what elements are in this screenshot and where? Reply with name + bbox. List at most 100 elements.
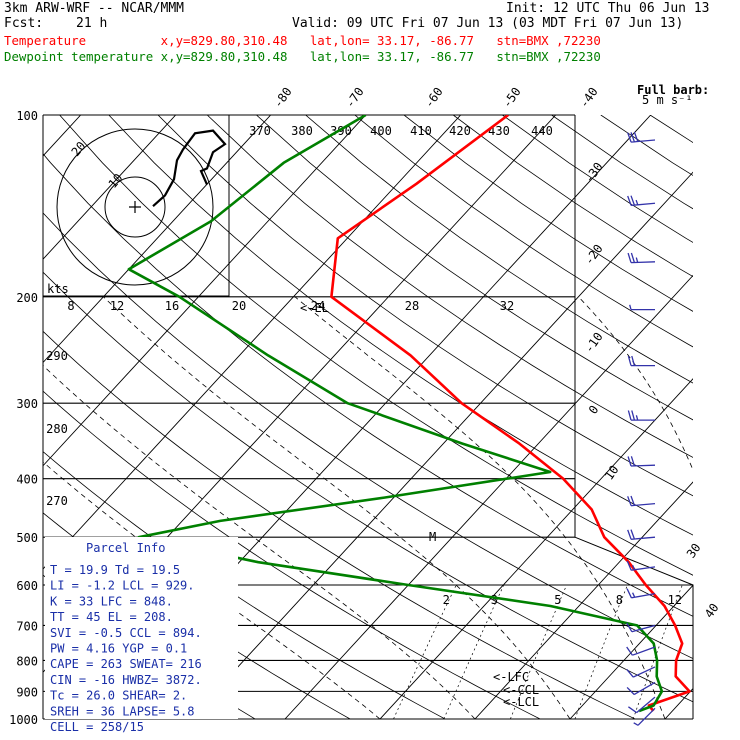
wind-barb <box>626 560 656 571</box>
isotherm-line <box>284 274 693 719</box>
pressure-tick-label: 1000 <box>9 713 38 727</box>
dry-adiabat <box>108 115 693 536</box>
pressure-tick-label: 200 <box>16 291 38 305</box>
wind-barb <box>629 304 656 311</box>
theta-label: 370 <box>249 124 271 138</box>
theta-label: 420 <box>449 124 471 138</box>
wind-barb <box>627 410 656 421</box>
model-title: 3km ARW-WRF -- NCAR/MMM <box>4 1 185 16</box>
lfc-marker: <-LFC <box>493 670 529 684</box>
dry-adiabat <box>43 330 636 719</box>
pressure-tick-label: 400 <box>16 473 38 487</box>
pressure-tick-label: 500 <box>16 531 38 545</box>
isotherm-label: 40 <box>702 601 722 621</box>
isotherm-line <box>474 481 693 719</box>
wind-barb <box>626 622 656 633</box>
dry-adiabat <box>256 115 693 421</box>
parcel-info-row: CELL = 258/15 <box>50 720 144 734</box>
mixing-ratio-line <box>510 584 568 719</box>
isotherm-line <box>43 115 462 570</box>
pressure-tick-label: 300 <box>16 397 38 411</box>
pressure-tick-label: 600 <box>16 579 38 593</box>
plot-right-edge <box>574 115 694 719</box>
parcel-info-title: Parcel Info <box>86 541 165 555</box>
isotherm-label: -70 <box>343 85 367 111</box>
hodograph-ring <box>56 128 214 286</box>
moist-adiabat <box>294 296 666 719</box>
wind-scale-label: 8 <box>67 299 74 313</box>
isotherm-line <box>569 584 693 719</box>
isotherm-label: -40 <box>577 85 601 111</box>
moist-adiabat <box>43 364 476 719</box>
dry-adiabat <box>59 115 693 576</box>
isotherm-label: -80 <box>271 85 295 111</box>
dry-adiabat <box>43 153 693 617</box>
pressure-tick-label: 700 <box>16 619 38 633</box>
moist-adiabat <box>103 296 571 719</box>
dry-adiabat <box>403 115 693 312</box>
temperature-profile <box>330 115 691 712</box>
wind-barb <box>628 696 656 714</box>
parcel-info-row: K = 33 LFC = 848. <box>50 594 173 608</box>
wind-barb <box>627 495 656 507</box>
mixing-ratio-label: 3 <box>491 593 498 607</box>
ccl-marker: <-CCL <box>503 683 539 697</box>
hodograph-ring-label: 20 <box>69 139 89 159</box>
pressure-tick-label: 100 <box>16 109 38 123</box>
mixing-ratio-line <box>443 584 505 719</box>
isotherm-line <box>189 171 693 719</box>
full-barb-label: Full barb: <box>637 83 709 97</box>
mixing-ratio-label: 12 <box>668 593 682 607</box>
dry-adiabat <box>600 115 693 176</box>
dewpoint-profile <box>127 115 664 713</box>
wind-barb <box>626 646 656 656</box>
wind-scale-label: 12 <box>110 299 124 313</box>
parcel-info-row: SREH = 36 LAPSE= 5.8 <box>50 704 195 718</box>
pressure-tick-label: 900 <box>16 685 38 699</box>
dry-adiabat <box>649 115 693 144</box>
isotherm-label: -50 <box>500 85 524 111</box>
theta-label: 380 <box>291 124 313 138</box>
parcel-info-row: TT = 45 EL = 208. <box>50 610 173 624</box>
wind-scale-label: 16 <box>165 299 179 313</box>
tropopause-marker: M <box>429 530 436 544</box>
theta-label: 400 <box>370 124 392 138</box>
isotherm-label: 30 <box>684 541 704 561</box>
theta-left-label: 270 <box>46 494 68 508</box>
dry-adiabat <box>157 115 693 497</box>
isotherm-label: 10 <box>602 463 622 483</box>
wind-scale-label: 24 <box>311 299 325 313</box>
dry-adiabat <box>43 271 693 703</box>
wind-barb <box>626 588 656 599</box>
isotherm-label: -60 <box>422 85 446 111</box>
theta-label: 410 <box>410 124 432 138</box>
parcel-info-row: Tc = 26.0 SHEAR= 2. <box>50 689 187 703</box>
parcel-info-row: CAPE = 263 SWEAT= 216 <box>50 657 202 671</box>
parcel-info-row: T = 19.9 Td = 19.5 <box>50 563 180 577</box>
dry-adiabat <box>305 115 693 384</box>
wind-barb <box>633 707 656 726</box>
wind-scale-label: 20 <box>232 299 246 313</box>
parcel-info-row: SVI = -0.5 CCL = 894. <box>50 626 202 640</box>
isotherm-line <box>43 115 272 364</box>
wind-barb <box>627 252 656 264</box>
wind-barb <box>626 666 656 678</box>
theta-label: 440 <box>531 124 553 138</box>
dry-adiabat <box>206 115 693 458</box>
parcel-info-row: PW = 4.16 YGP = 0.1 <box>50 642 187 656</box>
wind-barb <box>627 529 656 540</box>
pressure-tick-label: 800 <box>16 654 38 668</box>
mixing-ratio-label: 5 <box>554 593 561 607</box>
hodograph-frame <box>43 115 230 297</box>
forecast-label: Fcst: <box>4 16 44 31</box>
hodograph-trace <box>152 129 227 208</box>
hodograph-ring <box>104 176 166 238</box>
isotherm-label: 0 <box>586 403 602 417</box>
parcel-info-box <box>45 537 238 719</box>
isotherm-label: -10 <box>582 330 606 356</box>
theta-left-label: 290 <box>46 349 68 363</box>
theta-left-label: 280 <box>46 422 68 436</box>
wind-scale-label: 28 <box>405 299 419 313</box>
parcel-info-row: CIN = -16 HWBZ= 3872. <box>50 673 202 687</box>
